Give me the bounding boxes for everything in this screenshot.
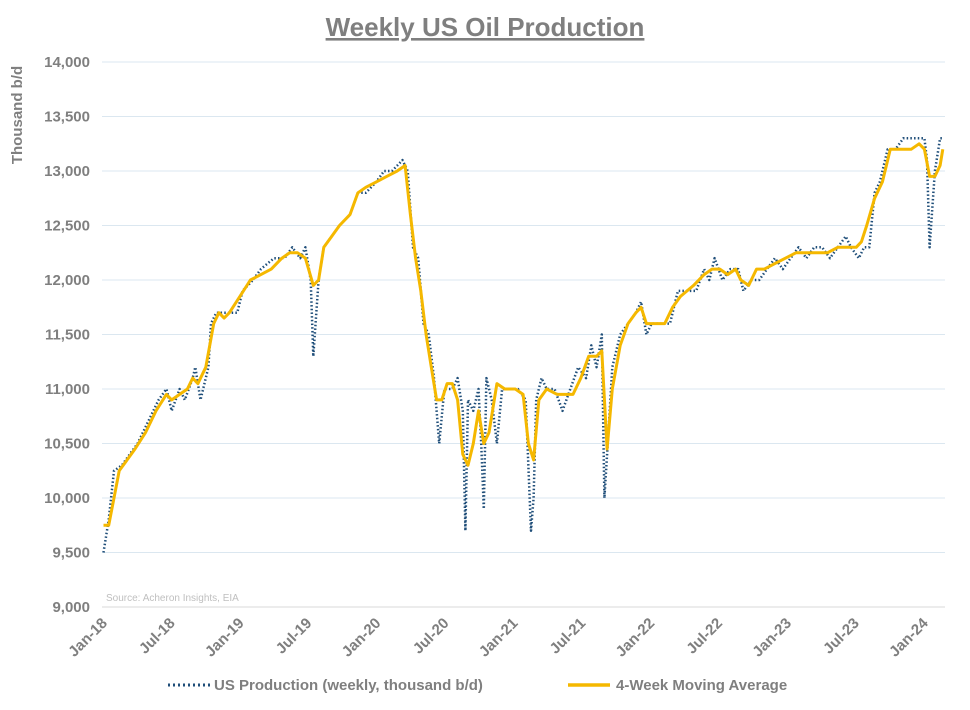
y-tick-label: 12,000 <box>44 272 90 289</box>
series-lines <box>102 137 945 553</box>
x-tick-label: Jan-22 <box>613 615 659 661</box>
y-tick-label: 9,500 <box>52 545 90 562</box>
y-tick-label: 11,500 <box>45 327 90 344</box>
gridlines <box>102 61 945 608</box>
x-tick-label: Jul-21 <box>547 615 590 658</box>
x-tick-label: Jul-20 <box>410 615 453 658</box>
y-tick-label: 13,500 <box>44 109 90 126</box>
y-tick-label: 10,000 <box>44 490 90 507</box>
x-tick-label: Jan-23 <box>749 615 795 661</box>
y-axis-label: Thousand b/d <box>9 66 26 164</box>
x-tick-label: Jan-18 <box>65 615 111 661</box>
legend-label-average: 4-Week Moving Average <box>616 677 787 694</box>
series-weekly-production-line <box>102 137 943 553</box>
y-tick-label: 10,500 <box>44 436 90 453</box>
x-tick-label: Jan-24 <box>886 614 932 660</box>
y-tick-label: 13,000 <box>44 163 90 180</box>
legend-label-weekly: US Production (weekly, thousand b/d) <box>214 677 483 694</box>
y-tick-label: 11,000 <box>45 381 90 398</box>
x-tick-label: Jul-22 <box>683 615 726 658</box>
x-tick-label: Jul-19 <box>273 615 316 658</box>
x-tick-label: Jan-21 <box>476 615 522 661</box>
chart-title: Weekly US Oil Production <box>326 12 645 42</box>
series-4-week-average-line <box>103 142 945 527</box>
x-tick-label: Jan-20 <box>339 615 385 661</box>
y-axis-ticks: 9,000 9,500 10,000 10,500 11,000 11,500 12,000… <box>44 54 90 616</box>
x-tick-label: Jul-18 <box>136 615 179 658</box>
y-tick-label: 14,000 <box>44 54 90 71</box>
y-tick-label: 9,000 <box>52 599 90 616</box>
x-tick-label: Jan-19 <box>202 615 248 661</box>
x-axis-ticks: Jan-18 Jul-18 Jan-19 Jul-19 Jan-20 Jul-20 Jan-… <box>65 614 932 660</box>
x-tick-label: Jul-23 <box>820 615 863 658</box>
y-tick-label: 12,500 <box>44 218 90 235</box>
legend: US Production (weekly, thousand b/d) 4-W… <box>168 677 787 694</box>
source-note: Source: Acheron Insights, EIA <box>106 593 239 604</box>
